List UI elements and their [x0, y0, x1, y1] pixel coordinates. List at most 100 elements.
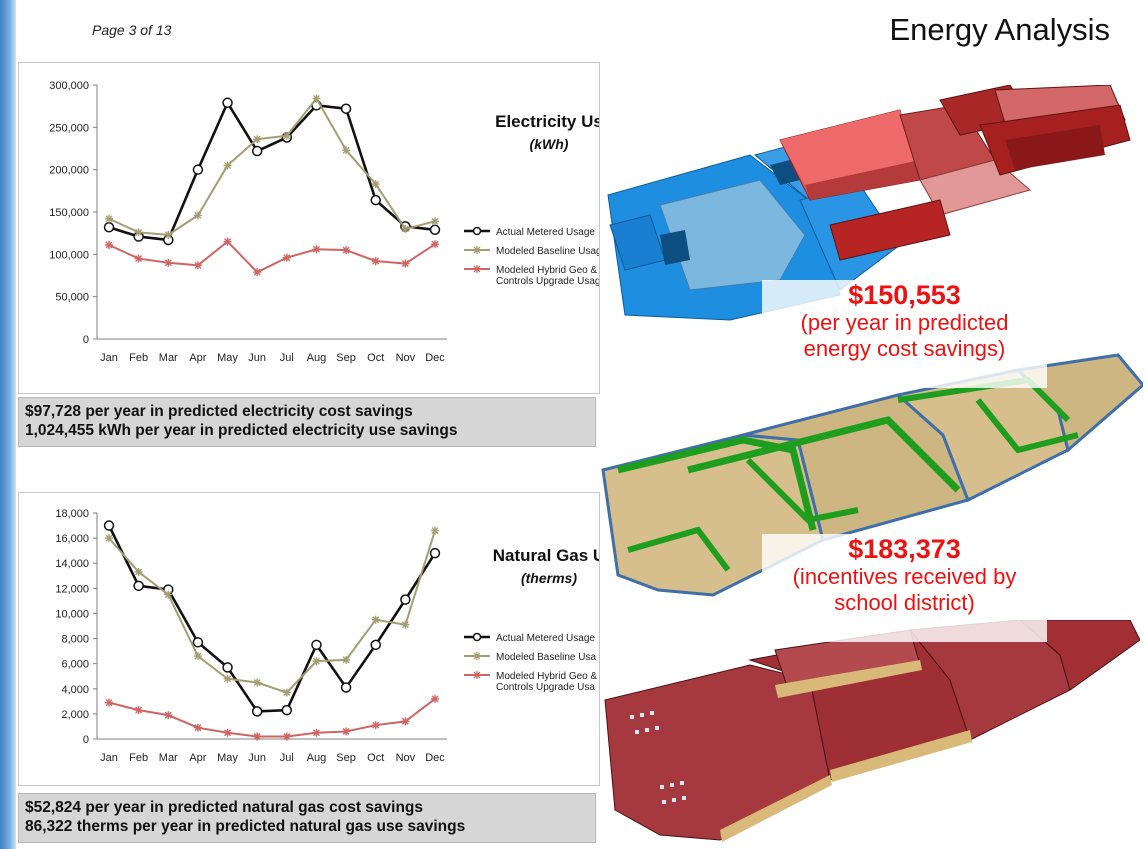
data-point-0 — [340, 682, 352, 693]
x-tick-label: Nov — [396, 752, 416, 764]
data-point-1 — [312, 657, 321, 666]
data-point-2 — [342, 246, 351, 255]
x-tick-label: Aug — [307, 352, 327, 364]
natural-gas-savings-summary: $52,824 per year in predicted natural ga… — [18, 793, 596, 843]
data-point-0 — [429, 224, 441, 236]
electricity-use-savings-text: 1,024,455 kWh per year in predicted elec… — [25, 422, 458, 439]
data-point-0 — [103, 520, 115, 531]
y-tick-label: 300,000 — [49, 80, 89, 92]
data-point-1 — [312, 94, 321, 103]
gas-cost-savings-text: $52,824 per year in predicted natural ga… — [25, 799, 424, 816]
incentives-caption-line1: (incentives received by — [792, 564, 1017, 589]
data-point-0 — [251, 706, 263, 717]
energy-cost-savings-amount: $150,553 — [848, 280, 961, 310]
data-point-0 — [370, 639, 381, 651]
series-line-1 — [108, 530, 436, 694]
x-tick-label: Feb — [129, 752, 148, 764]
legend-label-2: Modeled Hybrid Geo & — [496, 671, 597, 682]
legend-marker-1 — [473, 246, 481, 254]
energy-cost-savings-callout: $150,553 (per year in predicted energy c… — [762, 280, 1047, 388]
chart-title: Natural Gas U — [493, 546, 599, 565]
electricity-chart-panel: 0 50,000 100,000 150,000 200,000 250,000 300,0… — [18, 62, 600, 394]
y-tick-label: 14,000 — [55, 558, 89, 570]
y-tick-label: 200,000 — [49, 165, 89, 177]
data-point-1 — [193, 211, 202, 220]
data-point-2 — [134, 706, 143, 715]
y-tick-label: 150,000 — [49, 207, 89, 219]
electricity-savings-summary: $97,728 per year in predicted electricit… — [18, 397, 596, 447]
y-tick-label: 10,000 — [55, 608, 89, 620]
y-tick-label: 12,000 — [55, 583, 89, 595]
data-point-1 — [105, 534, 113, 543]
data-point-0 — [133, 580, 144, 592]
data-point-1 — [223, 161, 232, 170]
x-tick-label: Apr — [189, 352, 206, 364]
data-point-2 — [371, 721, 380, 730]
y-tick-label: 2,000 — [61, 709, 89, 721]
legend-label-2-cont: Controls Upgrade Usa — [496, 682, 595, 693]
series-line-0 — [108, 99, 436, 242]
data-point-0 — [400, 594, 411, 605]
legend-marker-2 — [473, 265, 481, 273]
data-point-0 — [311, 639, 322, 651]
chart-subtitle: (kWh) — [530, 136, 569, 152]
data-point-2 — [105, 698, 113, 707]
slide-edge-gradient — [0, 0, 16, 849]
y-tick-label: 18,000 — [55, 508, 89, 520]
natural-gas-chart-panel: 0 2,000 4,000 6,000 8,000 10,000 12,000 14,000 1… — [18, 492, 600, 786]
y-tick-label: 0 — [83, 734, 89, 746]
series-line-0 — [107, 524, 437, 713]
y-tick-label: 4,000 — [61, 684, 89, 696]
chart-title: Electricity Us — [495, 112, 599, 131]
data-point-0 — [370, 194, 381, 206]
x-tick-label: Dec — [425, 352, 445, 364]
electricity-usage-chart: 0 50,000 100,000 150,000 200,000 250,000 300,0… — [49, 80, 599, 364]
data-point-2 — [342, 727, 351, 736]
data-point-0 — [340, 103, 352, 114]
x-tick-label: Sep — [336, 352, 356, 364]
data-point-1 — [164, 230, 173, 239]
data-point-1 — [342, 146, 351, 155]
data-point-1 — [134, 568, 143, 577]
data-point-1 — [401, 620, 410, 629]
x-tick-label: Apr — [189, 752, 206, 764]
electricity-cost-savings-text: $97,728 per year in predicted electricit… — [25, 403, 413, 420]
data-point-2 — [282, 732, 291, 741]
data-point-0 — [251, 145, 263, 157]
data-point-1 — [253, 135, 262, 144]
chart-subtitle: (therms) — [521, 570, 577, 586]
series-line-1 — [108, 96, 436, 236]
page-label: Page 3 of 13 — [92, 22, 172, 38]
data-point-0 — [429, 547, 441, 559]
data-point-1 — [193, 652, 202, 661]
data-point-2 — [401, 717, 410, 726]
x-tick-label: Jul — [280, 352, 294, 364]
data-point-2 — [105, 241, 113, 250]
incentives-amount: $183,373 — [848, 534, 961, 564]
data-point-2 — [164, 258, 173, 267]
data-point-1 — [223, 674, 232, 683]
x-tick-label: Oct — [367, 752, 384, 764]
incentives-callout: $183,373 (incentives received by school … — [762, 534, 1047, 642]
data-point-1 — [134, 228, 143, 237]
x-tick-label: Dec — [425, 752, 445, 764]
energy-cost-savings-caption-line1: (per year in predicted — [800, 310, 1009, 335]
legend-label-2: Modeled Hybrid Geo & — [496, 265, 597, 276]
x-tick-label: Jul — [280, 752, 294, 764]
data-point-1 — [431, 526, 439, 535]
x-tick-label: Sep — [336, 752, 356, 764]
data-point-2 — [193, 723, 202, 732]
y-tick-label: 0 — [83, 334, 89, 346]
x-tick-label: May — [217, 352, 238, 364]
x-tick-label: Feb — [129, 352, 148, 364]
data-point-1 — [253, 678, 262, 687]
data-point-2 — [223, 728, 232, 737]
data-point-2 — [164, 711, 173, 720]
legend-label-1: Modeled Baseline Usag — [496, 246, 599, 257]
data-point-0 — [281, 704, 293, 716]
data-point-1 — [105, 214, 113, 223]
x-tick-label: Mar — [159, 752, 178, 764]
y-tick-label: 6,000 — [61, 659, 89, 671]
legend-label-1: Modeled Baseline Usa — [496, 652, 596, 663]
data-point-0 — [192, 164, 204, 175]
